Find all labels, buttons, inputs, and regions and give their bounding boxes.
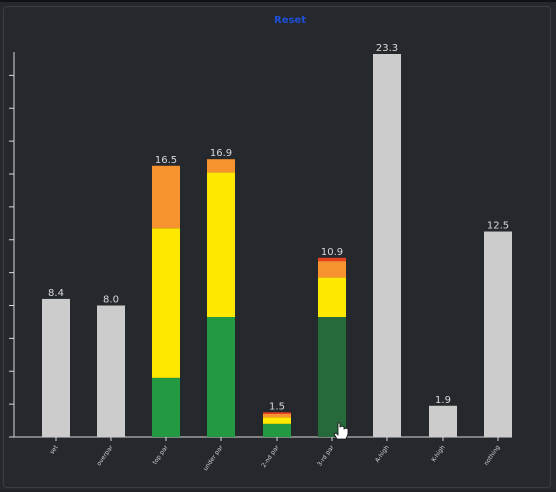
category-tick-label: nothing <box>483 444 502 467</box>
bar-segment <box>97 305 125 437</box>
bar-value-label: 1.5 <box>269 401 285 412</box>
bar-value-label: 1.9 <box>435 395 451 406</box>
bar-value-label: 8.0 <box>103 294 119 305</box>
bar-segment <box>152 377 180 437</box>
bar-segment <box>207 172 235 318</box>
bar-segment <box>373 54 401 437</box>
category-tick-label: under par <box>202 444 225 473</box>
axes <box>9 52 512 438</box>
value-labels: 8.4 8.0 16.5 16.9 1.5 10.9 23.3 1.9 12.5 <box>48 43 509 412</box>
category-tick-label: set <box>49 444 60 456</box>
bar-value-label: 16.5 <box>155 155 177 166</box>
category-tick-label: top par <box>151 444 169 466</box>
bar-value-label: 8.4 <box>48 288 64 299</box>
category-tick-label: K-high <box>430 444 446 463</box>
hand-cursor-icon <box>333 422 349 440</box>
bar-segment <box>263 412 291 414</box>
bar-segment <box>42 298 70 437</box>
bar-value-label: 12.5 <box>487 221 509 232</box>
bar-segment <box>207 317 235 437</box>
category-tick-label: 3-rd par <box>316 444 336 468</box>
category-tick-label: 2-nd par <box>260 444 281 469</box>
bar-segment <box>318 317 346 437</box>
bar-segment <box>484 231 512 437</box>
bar-value-label: 23.3 <box>376 43 398 54</box>
category-tick-label: A-high <box>374 444 391 464</box>
category-tick-labels: set overpar top par under par 2-nd par 3-rd p… <box>49 437 502 472</box>
bar-segment <box>207 159 235 173</box>
bar-segment <box>152 165 180 229</box>
bar-segment <box>263 413 291 418</box>
bar-segment <box>429 405 457 437</box>
category-tick-label: overpar <box>96 444 115 468</box>
bar-value-label: 16.9 <box>210 148 232 159</box>
bar-segment <box>263 423 291 437</box>
reset-button[interactable]: Reset <box>274 15 306 26</box>
bar-segment <box>318 277 346 318</box>
bars <box>42 54 512 437</box>
bar-segment <box>152 228 180 378</box>
bar-value-label: 10.9 <box>321 247 343 258</box>
bar-segment <box>318 261 346 278</box>
bar-segment <box>263 417 291 424</box>
bar-segment <box>318 257 346 262</box>
